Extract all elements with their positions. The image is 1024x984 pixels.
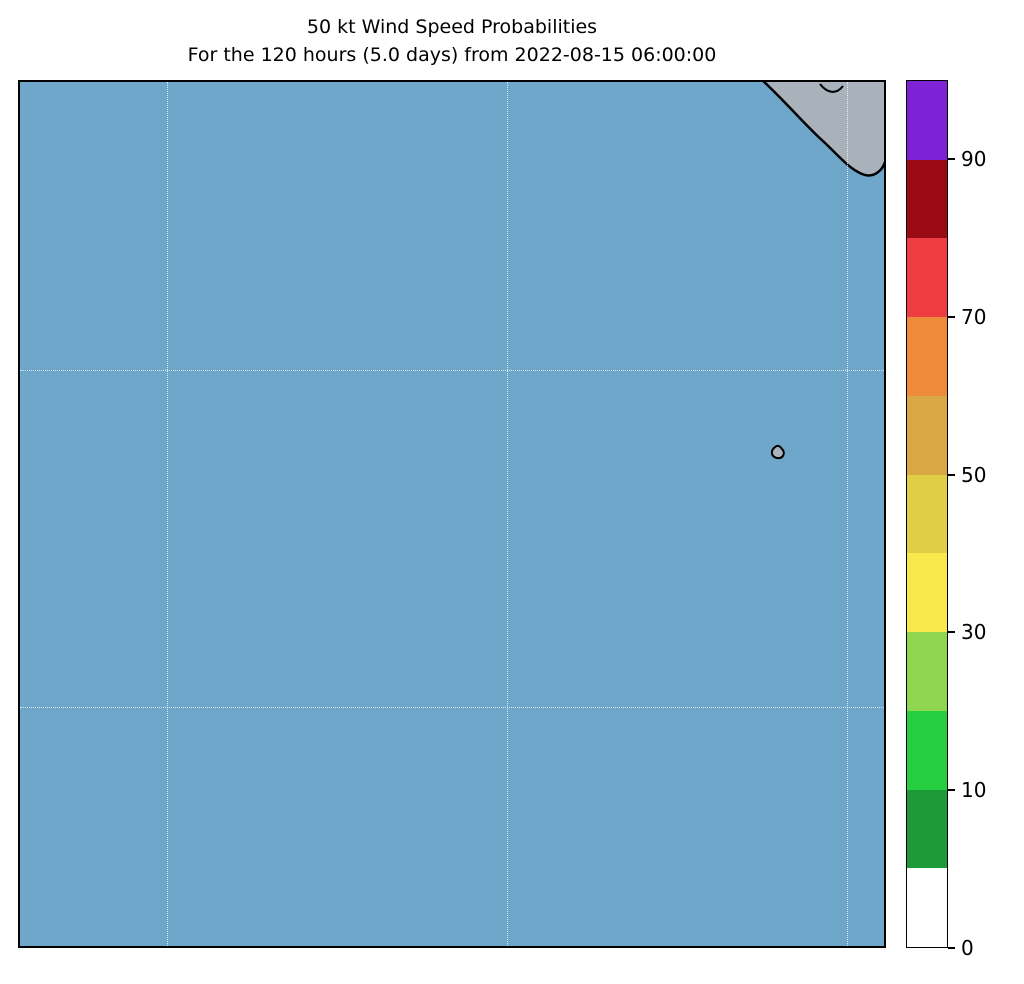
map-geography bbox=[762, 82, 884, 460]
title-line-1: 50 kt Wind Speed Probabilities bbox=[306, 16, 598, 38]
colorbar-segment-0-5 bbox=[907, 868, 947, 948]
colorbar-segment-70-80 bbox=[907, 238, 947, 318]
colorbar-segment-80-90 bbox=[907, 159, 947, 239]
gridline-horizontal-0 bbox=[20, 370, 884, 371]
colorbar-segment-50-60 bbox=[907, 395, 947, 475]
colorbar-segment-60-70 bbox=[907, 317, 947, 396]
title-line-2: For the 120 hours (5.0 days) from 2022-0… bbox=[187, 43, 717, 66]
gridline-vertical-2 bbox=[847, 82, 848, 946]
colorbar-tick-label-50: 50 bbox=[961, 462, 987, 487]
colorbar-tick-label-10: 10 bbox=[961, 778, 987, 803]
colorbar-segment-90-100 bbox=[907, 81, 947, 160]
gridline-horizontal-1 bbox=[20, 707, 884, 708]
map-plot-area bbox=[18, 80, 886, 948]
coastline-inlet bbox=[819, 83, 844, 93]
colorbar-segment-40-50 bbox=[907, 474, 947, 554]
colorbar-tick-mark-90 bbox=[948, 157, 955, 160]
colorbar-segment-30-40 bbox=[907, 553, 947, 633]
colorbar-tick-mark-50 bbox=[948, 473, 955, 476]
colorbar-tick-label-70: 70 bbox=[961, 304, 987, 329]
landmass-coastline bbox=[762, 82, 884, 177]
colorbar-tick-mark-70 bbox=[948, 315, 955, 318]
colorbar-tick-label-90: 90 bbox=[961, 146, 987, 171]
colorbar-tick-mark-30 bbox=[948, 631, 955, 634]
colorbar-tick-label-30: 30 bbox=[961, 620, 987, 645]
colorbar-segment-5-10 bbox=[907, 789, 947, 869]
colorbar-tick-mark-10 bbox=[948, 789, 955, 792]
gridline-vertical-0 bbox=[167, 82, 168, 946]
small-island bbox=[770, 444, 785, 460]
colorbar-tick-label-0: 0 bbox=[961, 936, 974, 960]
colorbar-segment-10-20 bbox=[907, 710, 947, 790]
chart-title: 50 kt Wind Speed Probabilities For the 1… bbox=[18, 14, 886, 69]
colorbar bbox=[906, 80, 948, 948]
colorbar-tick-mark-0 bbox=[948, 947, 955, 949]
colorbar-segment-20-30 bbox=[907, 632, 947, 711]
gridline-vertical-1 bbox=[507, 82, 508, 946]
